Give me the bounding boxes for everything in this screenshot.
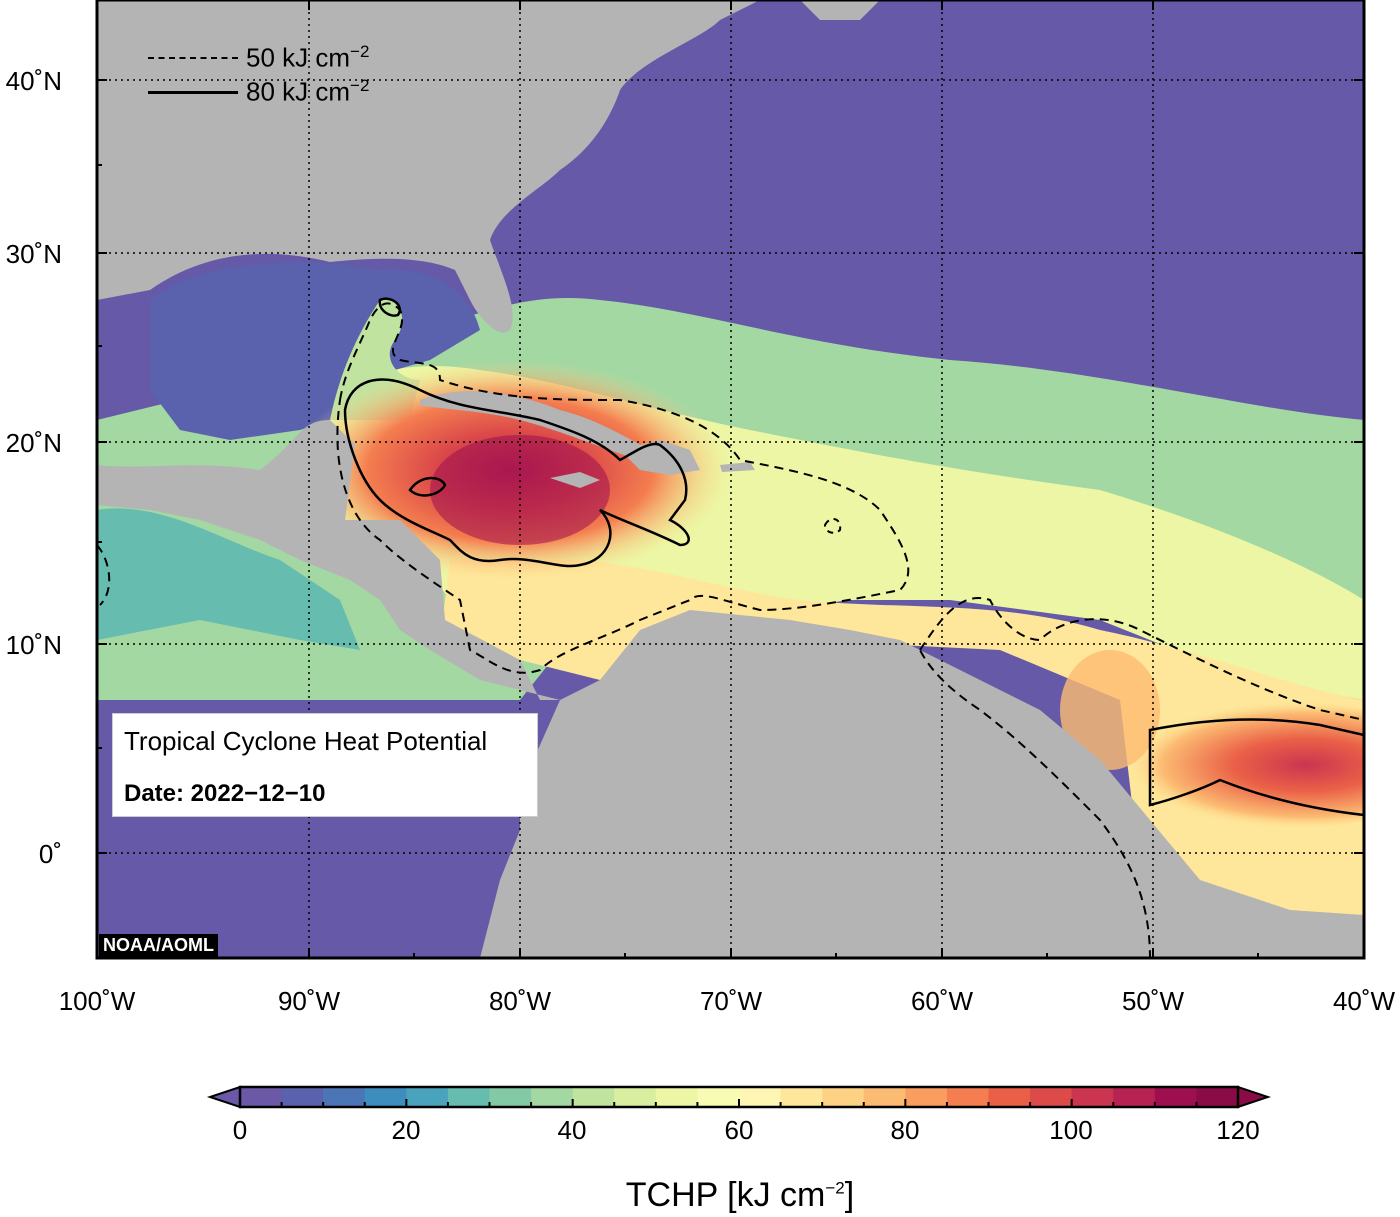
contour-80-inner <box>408 476 447 497</box>
legend-dashed: 50 kJ cm−2 <box>140 42 440 74</box>
contour-80-caribbean <box>343 378 690 568</box>
contour-50-small <box>823 518 842 534</box>
lon-label-70w: 70˚W <box>699 986 763 1016</box>
colorbar-tick-80: 80 <box>890 1115 920 1145</box>
solid-line-swatch <box>148 91 238 94</box>
lon-label-90w: 90˚W <box>277 986 341 1016</box>
legend-solid: 80 kJ cm−2 <box>140 76 440 108</box>
lon-label-40w: 40˚W <box>1332 986 1396 1016</box>
atlantic-hot-core <box>1090 700 1364 830</box>
lat-label-10n: 10˚N <box>5 630 62 660</box>
contour-80-atlantic <box>1148 718 1364 817</box>
contour-50-caribbean <box>336 302 910 674</box>
lon-label-50w: 50˚W <box>1121 986 1185 1016</box>
colorbar-tick-40: 40 <box>557 1115 587 1145</box>
lat-label-40n: 40˚N <box>5 66 62 96</box>
pacific-warm <box>97 508 360 650</box>
colorbar-tick-20: 20 <box>391 1115 421 1145</box>
contour-50-pacific <box>97 544 111 606</box>
legend-dashed-label: 50 kJ cm−2 <box>246 42 370 73</box>
frame-ticks <box>97 0 1364 958</box>
contour-80-gulf <box>378 297 401 317</box>
lon-label-80w: 80˚W <box>488 986 552 1016</box>
lat-label-30n: 30˚N <box>5 239 62 269</box>
dashed-line-swatch <box>148 57 238 59</box>
info-box: Tropical Cyclone Heat Potential Date: 20… <box>112 713 538 817</box>
colorbar-tick-100: 100 <box>1049 1115 1093 1145</box>
lon-label-100w: 100˚W <box>58 986 136 1016</box>
credit-label: NOAA/AOML <box>99 934 218 957</box>
colorbar-tick-0: 0 <box>232 1115 248 1145</box>
greenland-canada-land <box>800 0 880 20</box>
puerto-rico-land <box>720 462 755 472</box>
colorbar-tick-60: 60 <box>724 1115 754 1145</box>
map-date: Date: 2022−12−10 <box>124 780 326 807</box>
south-america-land <box>480 610 1364 958</box>
lat-label-0: 0˚ <box>38 839 62 869</box>
north-america-land <box>97 0 760 333</box>
legend-solid-label: 80 kJ cm−2 <box>246 76 370 107</box>
yucatan-central-america <box>97 420 560 700</box>
colorbar-tick-120: 120 <box>1216 1115 1260 1145</box>
lon-label-60w: 60˚W <box>910 986 974 1016</box>
lat-label-20n: 20˚N <box>5 428 62 458</box>
map-title: Tropical Cyclone Heat Potential <box>124 726 488 756</box>
colorbar-title: TCHP [kJ cm−2] <box>625 1176 855 1214</box>
contour-50-atlantic <box>918 597 1364 958</box>
jamaica-land <box>550 472 600 488</box>
